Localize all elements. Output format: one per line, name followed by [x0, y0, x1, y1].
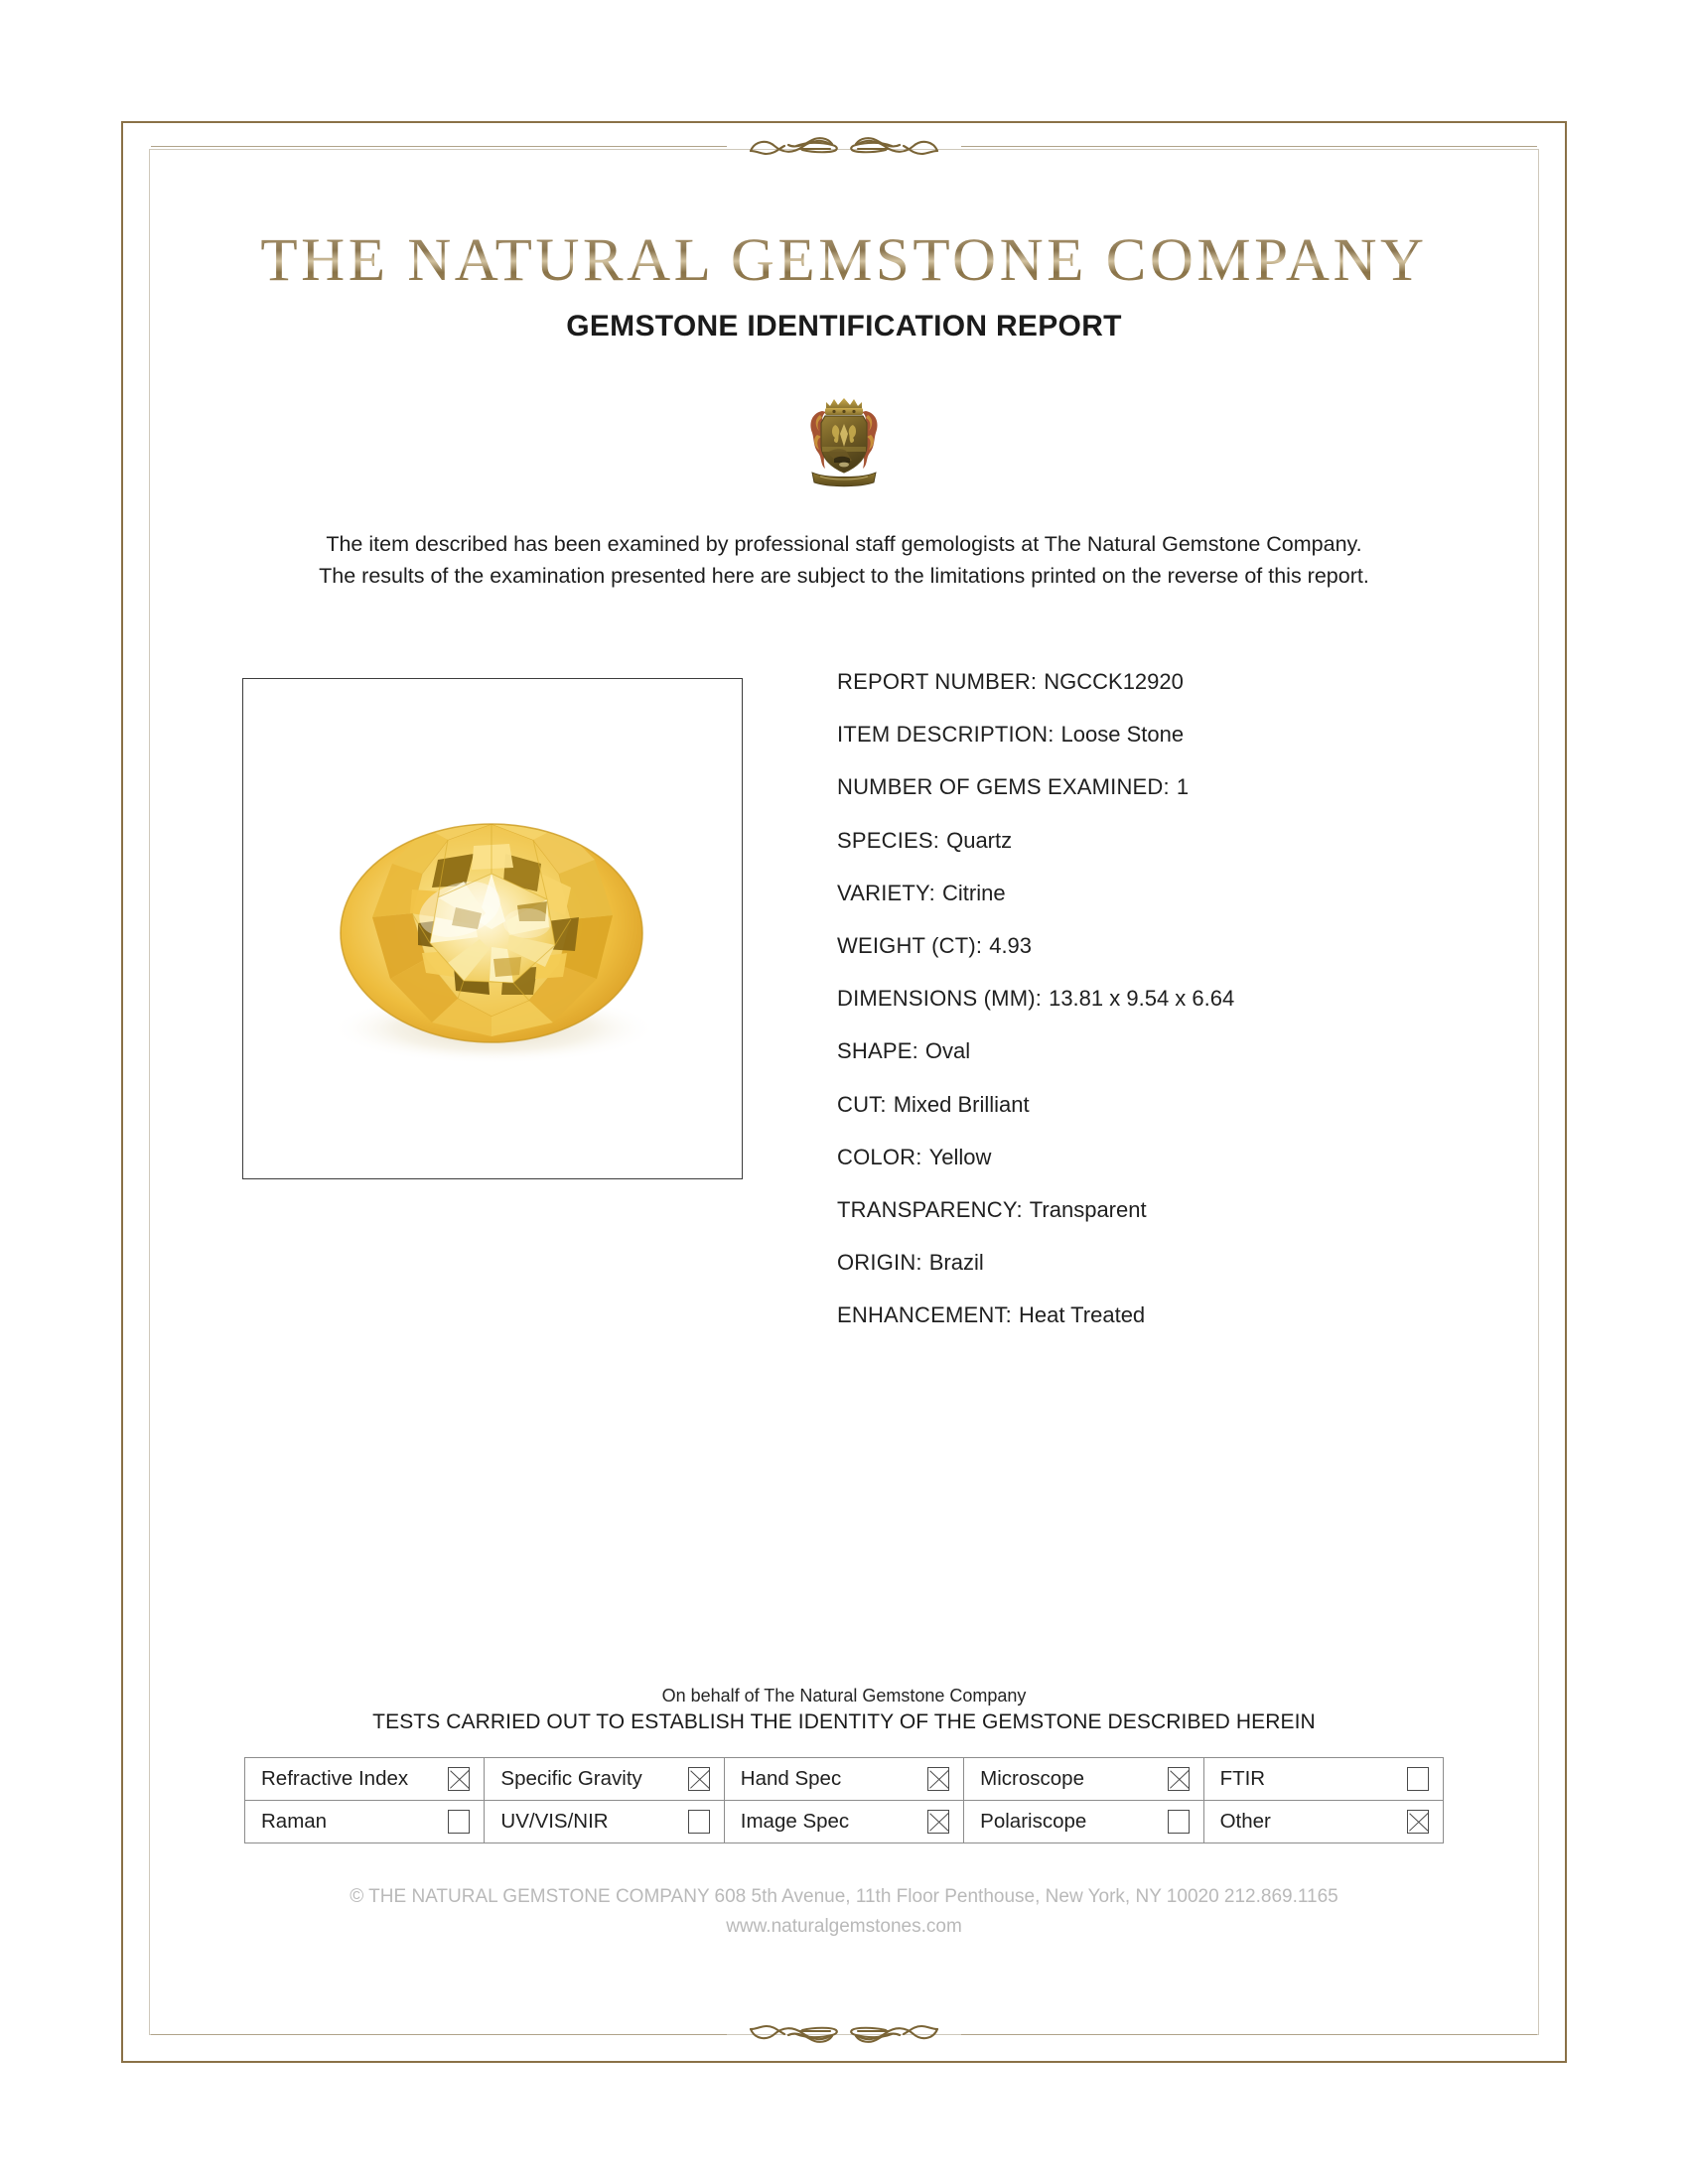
test-cell-image-spec[interactable]: Image Spec: [723, 1800, 965, 1843]
detail-label: NUMBER OF GEMS EXAMINED:: [837, 774, 1170, 800]
detail-row-color: COLOR: Yellow: [837, 1144, 1473, 1199]
table-row: Raman UV/VIS/NIR Image Spec Polariscope: [243, 1800, 1445, 1843]
detail-value: Transparent: [1029, 1196, 1147, 1222]
test-checkbox-image-spec[interactable]: [927, 1810, 950, 1834]
tests-table: Refractive Index Specific Gravity Hand S…: [243, 1757, 1445, 1843]
detail-label: DIMENSIONS (MM):: [837, 986, 1043, 1012]
ornament-rule-left: [151, 145, 727, 147]
detail-value: Mixed Brilliant: [893, 1091, 1030, 1117]
detail-label: ORIGIN:: [837, 1250, 922, 1276]
examination-statement: The item described has been examined by …: [199, 528, 1489, 592]
on-behalf-line: On behalf of The Natural Gemstone Compan…: [661, 1686, 1027, 1706]
test-cell-specific-gravity[interactable]: Specific Gravity: [484, 1757, 725, 1801]
detail-row-number-of-gems: NUMBER OF GEMS EXAMINED: 1: [837, 776, 1473, 829]
detail-row-shape: SHAPE: Oval: [837, 1040, 1473, 1093]
test-cell-ftir[interactable]: FTIR: [1202, 1757, 1445, 1801]
company-title: THE NATURAL GEMSTONE COMPANY: [149, 226, 1539, 296]
test-label: Hand Spec: [740, 1767, 842, 1790]
test-checkbox-other[interactable]: [1407, 1810, 1429, 1834]
tests-heading: TESTS CARRIED OUT TO ESTABLISH THE IDENT…: [372, 1710, 1316, 1733]
test-cell-polariscope[interactable]: Polariscope: [963, 1800, 1204, 1843]
test-cell-uv-vis-nir[interactable]: UV/VIS/NIR: [484, 1800, 725, 1843]
detail-value: 4.93: [989, 932, 1033, 958]
detail-label: SPECIES:: [837, 827, 940, 853]
ornament-rule-right: [961, 145, 1537, 147]
detail-row-dimensions: DIMENSIONS (MM): 13.81 x 9.54 x 6.64: [837, 988, 1473, 1040]
test-label: Specific Gravity: [500, 1767, 642, 1790]
test-label: Image Spec: [740, 1810, 850, 1833]
detail-row-enhancement: ENHANCEMENT: Heat Treated: [837, 1304, 1473, 1357]
report-subtitle: GEMSTONE IDENTIFICATION REPORT: [566, 310, 1122, 342]
statement-line-2: The results of the examination presented…: [319, 564, 1369, 588]
test-checkbox-polariscope[interactable]: [1167, 1810, 1190, 1834]
statement-line-1: The item described has been examined by …: [326, 532, 1362, 556]
detail-label: TRANSPARENCY:: [837, 1196, 1023, 1222]
detail-value: Oval: [924, 1038, 971, 1064]
detail-value: Brazil: [928, 1250, 984, 1276]
gem-details-list: REPORT NUMBER: NGCCK12920 ITEM DESCRIPTIO…: [837, 671, 1473, 1357]
page-outer-border: [121, 121, 1567, 2063]
test-label: FTIR: [1219, 1767, 1266, 1790]
detail-label: CUT:: [837, 1091, 887, 1117]
gemstone-image-frame: [242, 678, 743, 1179]
test-label: Other: [1219, 1810, 1271, 1833]
ornament-rule-right: [961, 2033, 1537, 2035]
test-cell-microscope[interactable]: Microscope: [963, 1757, 1204, 1801]
detail-value: 13.81 x 9.54 x 6.64: [1049, 986, 1235, 1012]
test-checkbox-hand-spec[interactable]: [927, 1767, 950, 1791]
test-checkbox-microscope[interactable]: [1167, 1767, 1190, 1791]
top-ornament-band: [151, 123, 1537, 169]
ornament-rule-left: [151, 2033, 727, 2035]
table-row: Refractive Index Specific Gravity Hand S…: [243, 1757, 1445, 1801]
test-cell-raman[interactable]: Raman: [243, 1800, 486, 1843]
citrine-oval-gemstone-photo: [330, 823, 657, 1064]
flourish-ornament-icon: [749, 2024, 939, 2043]
test-label: UV/VIS/NIR: [500, 1810, 609, 1833]
test-label: Microscope: [980, 1767, 1084, 1790]
test-checkbox-specific-gravity[interactable]: [687, 1767, 710, 1791]
footer-website[interactable]: www.naturalgemstones.com: [726, 1916, 962, 1937]
test-cell-refractive-index[interactable]: Refractive Index: [243, 1757, 486, 1801]
page-inner-border: [149, 149, 1539, 2035]
detail-row-item-description: ITEM DESCRIPTION: Loose Stone: [837, 724, 1473, 776]
detail-label: SHAPE:: [837, 1038, 918, 1064]
flourish-ornament-icon: [749, 137, 939, 156]
test-checkbox-uv-vis-nir[interactable]: [687, 1810, 710, 1834]
footer: © THE NATURAL GEMSTONE COMPANY 608 5th A…: [149, 1882, 1539, 1942]
test-cell-other[interactable]: Other: [1202, 1800, 1445, 1843]
detail-label: ENHANCEMENT:: [837, 1302, 1012, 1328]
detail-value: Quartz: [946, 827, 1013, 853]
detail-label: REPORT NUMBER:: [837, 669, 1038, 694]
test-checkbox-refractive-index[interactable]: [448, 1767, 471, 1791]
test-label: Raman: [261, 1810, 328, 1833]
bottom-ornament-band: [151, 2011, 1537, 2057]
test-label: Refractive Index: [261, 1767, 409, 1790]
detail-label: COLOR:: [837, 1144, 922, 1169]
heraldic-crest-icon: [810, 398, 878, 487]
detail-value: Loose Stone: [1060, 722, 1185, 748]
detail-row-transparency: TRANSPARENCY: Transparent: [837, 1196, 1473, 1252]
detail-row-origin: ORIGIN: Brazil: [837, 1252, 1473, 1304]
test-cell-hand-spec[interactable]: Hand Spec: [723, 1757, 965, 1801]
detail-row-report-number: REPORT NUMBER: NGCCK12920: [837, 671, 1473, 724]
detail-label: ITEM DESCRIPTION:: [837, 722, 1055, 748]
detail-row-species: SPECIES: Quartz: [837, 827, 1473, 883]
detail-value: Citrine: [942, 880, 1006, 905]
test-label: Polariscope: [980, 1810, 1087, 1833]
detail-row-cut: CUT: Mixed Brilliant: [837, 1091, 1473, 1147]
detail-row-weight: WEIGHT (CT): 4.93: [837, 932, 1473, 988]
detail-row-variety: VARIETY: Citrine: [837, 880, 1473, 935]
test-checkbox-raman[interactable]: [448, 1810, 471, 1834]
detail-label: VARIETY:: [837, 880, 935, 905]
gem-stage: [243, 679, 742, 1178]
detail-value: NGCCK12920: [1044, 669, 1184, 694]
detail-label: WEIGHT (CT):: [837, 932, 983, 958]
test-checkbox-ftir[interactable]: [1407, 1767, 1429, 1791]
detail-value: Heat Treated: [1018, 1302, 1146, 1328]
detail-value: Yellow: [928, 1144, 992, 1169]
footer-address-line: © THE NATURAL GEMSTONE COMPANY 608 5th A…: [350, 1886, 1338, 1907]
detail-value: 1: [1176, 774, 1190, 800]
